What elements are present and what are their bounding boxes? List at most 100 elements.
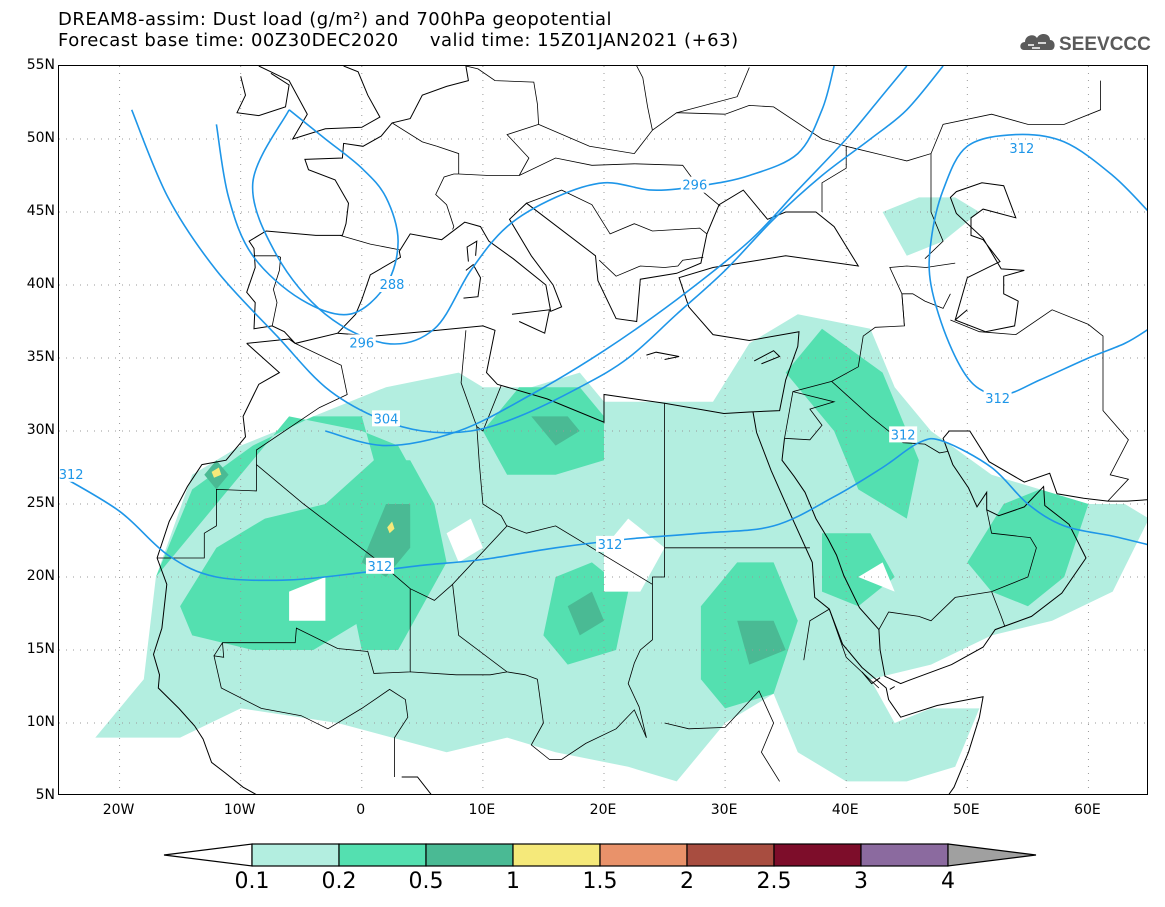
dust-map[interactable]: 312 296 288 296 304 312 312 312 312 312 [58,65,1148,795]
logo-text: SEEVCCC [1059,34,1151,55]
geopotential-contour-3 [130,66,944,434]
lat-tick-label: 20N [26,568,55,584]
dust-patch-9 [785,328,919,519]
lat-tick-label: 55N [26,57,55,73]
border-6 [256,343,348,465]
border-11 [410,671,508,676]
contour-label-2: 296 [680,176,709,194]
geopotential-contour-6 [928,133,1147,396]
map-canvas: 312 296 288 296 304 312 312 312 312 312 [59,66,1147,794]
border-29 [465,66,540,176]
colorbar-tick-label: 4 [941,869,955,894]
border-20 [901,293,951,326]
coastline-11 [753,350,781,365]
geopotential-contour-1 [59,437,1147,582]
border-16 [784,391,836,441]
lon-tick-label: 40E [831,802,859,818]
contour-label-bg [347,334,376,351]
geopotential-contours [59,66,1147,582]
colorbar-bin-4 [512,843,601,867]
coastline-10 [646,351,680,360]
contour-label-text: 296 [682,179,707,194]
coastline-1 [246,66,860,423]
contour-label-text: 304 [374,412,399,427]
border-22 [889,262,956,294]
border-36 [436,145,460,174]
colorbar-tick-label: 0.1 [234,869,270,894]
border-35 [391,122,438,147]
border-27 [339,235,401,251]
colorbar-bin-8 [860,843,949,867]
geopotential-contour-2 [251,66,835,345]
lon-tick-label: 20W [102,802,135,818]
coastline-15 [889,686,895,690]
border-31 [652,104,847,212]
border-1 [157,464,257,559]
lat-tick-label: 25N [26,495,55,511]
contour-label-bg [365,557,394,574]
lon-tick-label: 0 [356,802,366,818]
border-2 [256,464,653,738]
border-9 [213,588,411,674]
colorbar-tick-label: 0.2 [321,869,357,894]
dust-patch-18 [387,521,395,534]
contour-label-10: 312 [983,389,1012,407]
colorbar-tick-label: 2 [680,869,694,894]
colorbar-bin-3 [425,843,514,867]
border-33 [846,80,1101,162]
border-23 [526,189,708,235]
contour-label-text: 312 [891,428,916,443]
contour-label-text: 312 [1009,142,1034,157]
lat-tick-label: 40N [26,276,55,292]
colorbar-tick-label: 0.5 [408,869,444,894]
border-7 [460,330,502,432]
contour-label-bg [378,276,407,292]
border-13 [664,690,780,782]
geopotential-contour-5 [325,66,908,447]
coastline-2 [258,66,381,140]
border-19 [991,591,1006,627]
contour-label-3: 288 [378,276,407,293]
colorbar-bin-2 [338,843,427,867]
contour-label-bg [680,176,709,193]
contour-label-text: 312 [985,392,1010,407]
contour-label-text: 296 [349,336,374,351]
lon-tick-label: 30E [710,802,738,818]
colorbar-tick-label: 3 [854,869,868,894]
lat-tick-label: 30N [26,422,55,438]
dust-patch-14 [531,416,580,446]
border-21 [950,309,1130,502]
lat-tick-label: 45N [26,203,55,219]
border-12 [530,679,647,760]
lon-tick-label: 10E [468,802,496,818]
contour-label-text: 288 [380,278,405,293]
lat-tick-label: 5N [35,787,55,803]
lat-tick-label: 15N [26,641,55,657]
contour-label-8: 312 [365,557,394,575]
contour-label-bg [983,389,1012,406]
contour-label-bg [889,426,918,443]
colorbar-bin-7 [773,843,862,867]
colorbar [163,843,1037,867]
lon-tick-label: 50E [952,802,980,818]
dust-gap-4 [858,562,895,592]
lon-tick-label: 10W [223,802,256,818]
map-title-line-2: Forecast base time: 00Z30DEC2020 valid t… [58,30,739,51]
contour-label-bg [1007,140,1036,157]
lon-tick-label: 20E [589,802,617,818]
border-30 [538,66,653,155]
coastline-7 [781,430,1147,685]
lat-tick-label: 10N [26,714,55,730]
contour-label-7: 312 [596,535,625,553]
cloud-logo-icon: SEEVCCC [1020,34,1151,55]
contour-label-text: 312 [368,560,393,575]
lat-tick-label: 50N [26,130,55,146]
colorbar-under-arrow [163,843,253,867]
colorbar-tick-label: 1.5 [582,869,618,894]
dust-patch-10 [822,533,895,607]
coastline-13 [511,309,551,334]
coastline-4 [152,343,281,794]
border-14 [803,608,880,689]
lat-tick-label: 35N [26,349,55,365]
coastline-9 [949,182,1025,333]
